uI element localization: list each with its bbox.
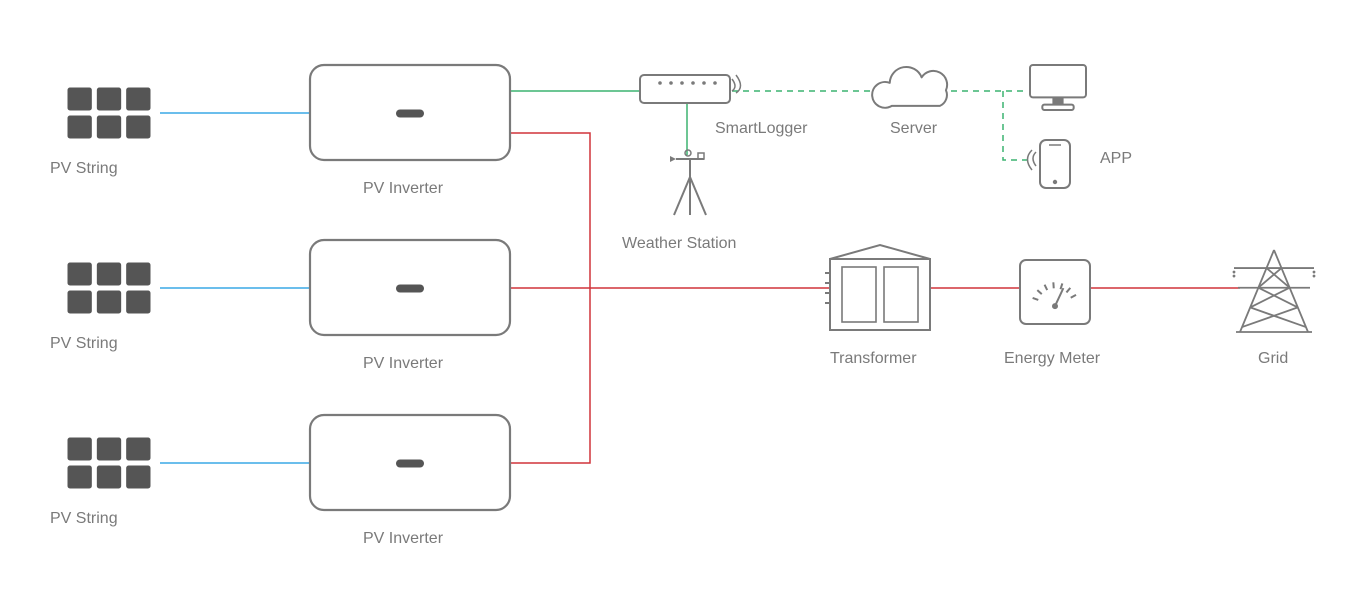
- smartlogger-label: SmartLogger: [715, 120, 808, 138]
- node-smartlogger: [640, 75, 741, 103]
- inverter-3-label: PV Inverter: [363, 530, 443, 548]
- node-weather: [670, 150, 706, 215]
- node-pv_string_2: [67, 262, 151, 314]
- node-grid: [1233, 250, 1316, 332]
- app-label: APP: [1100, 150, 1132, 168]
- inverter-2-label: PV Inverter: [363, 355, 443, 373]
- node-pv_string_1: [67, 87, 151, 139]
- edge-inv1-bus: [510, 133, 590, 288]
- node-phone: [1028, 140, 1071, 188]
- pv-string-1-label: PV String: [50, 160, 118, 178]
- node-meter: [1020, 260, 1090, 324]
- edge-inv3-bus: [510, 288, 590, 463]
- node-inverter_1: [310, 65, 510, 160]
- transformer-label: Transformer: [830, 350, 917, 368]
- inverter-1-label: PV Inverter: [363, 180, 443, 198]
- grid-label: Grid: [1258, 350, 1288, 368]
- edge-server-phone: [1003, 91, 1033, 160]
- node-pv_string_3: [67, 437, 151, 489]
- pv-string-2-label: PV String: [50, 335, 118, 353]
- node-inverter_2: [310, 240, 510, 335]
- energy-meter-label: Energy Meter: [1004, 350, 1100, 368]
- server-label: Server: [890, 120, 937, 138]
- node-server: [872, 67, 947, 108]
- weather-station-label: Weather Station: [622, 235, 736, 253]
- node-inverter_3: [310, 415, 510, 510]
- node-transformer: [825, 245, 930, 330]
- node-monitor: [1030, 65, 1086, 110]
- pv-string-3-label: PV String: [50, 510, 118, 528]
